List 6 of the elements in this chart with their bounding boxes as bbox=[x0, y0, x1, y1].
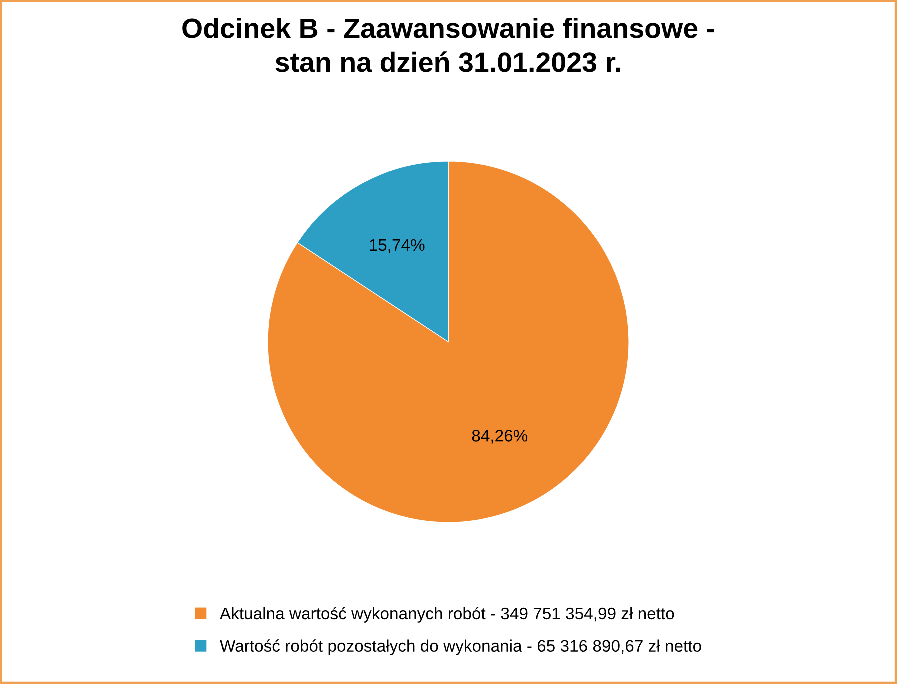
pie-slice bbox=[268, 161, 630, 523]
legend-label: Aktualna wartość wykonanych robót - 349 751 354,99 zł netto bbox=[220, 607, 674, 623]
legend-label: Wartość robót pozostałych do wykonania - 65 316 890,67 zł netto bbox=[220, 640, 702, 656]
data-label: 15,74% bbox=[370, 239, 425, 254]
data-label: 84,26% bbox=[472, 430, 528, 444]
chart-title: Odcinek B - Zaawansowanie finansowe - stan na dzień 31.01.2023 r. bbox=[182, 18, 714, 72]
